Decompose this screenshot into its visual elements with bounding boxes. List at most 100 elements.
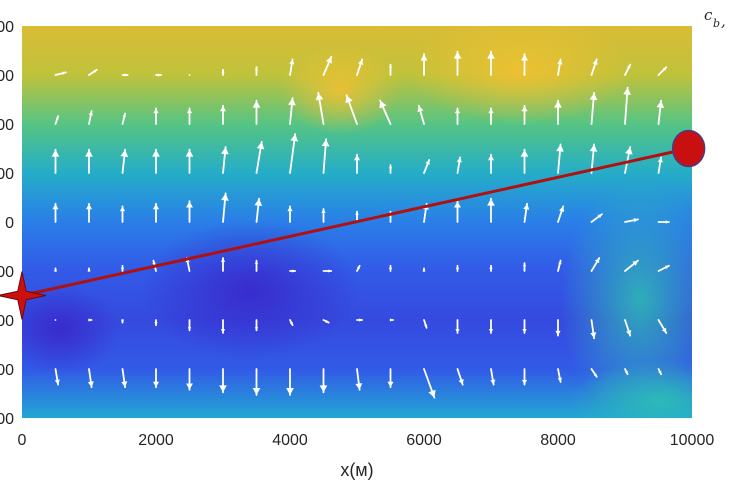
x-tick-label: 4000 xyxy=(272,432,308,449)
quiver-arrow xyxy=(356,58,364,76)
quiver-arrow xyxy=(85,148,93,174)
heatmap-lowspot xyxy=(140,220,360,360)
quiver-arrow xyxy=(590,257,601,272)
quiver-arrow xyxy=(87,267,91,272)
quiver-arrow xyxy=(54,368,60,386)
x-tick-label: 6000 xyxy=(406,432,442,449)
heatmap-field xyxy=(22,26,692,418)
colorbar-label-main: c xyxy=(704,6,713,24)
quiver-arrow xyxy=(119,205,126,223)
quiver-arrow xyxy=(590,319,597,340)
source-star-marker xyxy=(0,271,47,320)
quiver-arrow xyxy=(487,153,495,174)
quiver-arrow xyxy=(455,264,460,272)
y-tick-label: 00 xyxy=(0,264,14,281)
quiver-arrow xyxy=(388,63,393,76)
y-tick-label: 00 xyxy=(0,411,14,428)
quiver-arrow xyxy=(187,319,192,332)
quiver-arrow xyxy=(420,53,428,76)
quiver-arrow xyxy=(488,319,494,334)
quiver-arrow xyxy=(387,368,394,389)
quiver-arrow xyxy=(522,262,527,272)
colorbar-label-subscript: b xyxy=(713,17,720,30)
quiver-arrow xyxy=(321,138,330,174)
quiver-arrow xyxy=(120,319,125,324)
quiver-arrow xyxy=(557,205,565,223)
quiver-arrow xyxy=(356,318,364,322)
quiver-arrow xyxy=(624,63,632,76)
x-tick-label: 10000 xyxy=(670,432,715,449)
quiver-arrow xyxy=(154,319,158,327)
quiver-arrow xyxy=(456,368,464,386)
quiver-arrow xyxy=(521,53,528,76)
quiver-arrow xyxy=(657,368,662,376)
quiver-arrow xyxy=(523,202,530,223)
quiver-arrow xyxy=(315,91,325,125)
quiver-arrow xyxy=(487,197,495,223)
quiver-arrow xyxy=(522,319,527,334)
quiver-arrow xyxy=(624,368,629,376)
quiver-arrow xyxy=(289,319,294,327)
quiver-arrow xyxy=(353,153,361,174)
quiver-arrow xyxy=(289,133,299,174)
quiver-arrow xyxy=(355,368,363,391)
quiver-arrow xyxy=(120,264,125,272)
y-tick-label: 00 xyxy=(0,362,14,379)
quiver-arrow xyxy=(53,267,58,272)
quiver-arrow xyxy=(186,368,193,391)
quiver-arrow xyxy=(152,368,160,389)
colorbar-label: c b , xyxy=(704,6,726,30)
quiver-arrow xyxy=(657,66,668,76)
quiver-arrow xyxy=(489,264,493,272)
quiver-arrow xyxy=(624,259,639,272)
quiver-arrow xyxy=(624,319,632,337)
quiver-arrow xyxy=(417,104,425,125)
quiver-arrow xyxy=(88,110,93,125)
quiver-arrow xyxy=(254,319,259,332)
quiver-arrow xyxy=(422,267,426,272)
quiver-arrow xyxy=(555,319,561,337)
quiver-arrow xyxy=(520,148,529,174)
receiver-circle-marker xyxy=(671,129,706,168)
quiver-arrow xyxy=(453,50,462,76)
quiver-arrow xyxy=(220,257,226,272)
quiver-arrow xyxy=(589,91,598,125)
quiver-arrow xyxy=(454,200,461,223)
quiver-arrow xyxy=(255,140,265,174)
quiver-arrow xyxy=(657,264,670,272)
quiver-arrow xyxy=(521,368,528,386)
quiver-arrow xyxy=(289,58,295,76)
quiver-arrow xyxy=(379,99,392,125)
heatmap-hotspot xyxy=(280,45,400,135)
quiver-arrow xyxy=(388,264,393,272)
quiver-arrow xyxy=(219,104,227,125)
quiver-arrow xyxy=(88,318,93,322)
heatmap-hotspot xyxy=(410,26,630,125)
colorbar-label-suffix: , xyxy=(721,12,726,30)
quiver-arrow xyxy=(623,86,631,125)
quiver-arrow xyxy=(186,107,193,125)
quiver-arrow xyxy=(389,318,395,322)
quiver-arrow xyxy=(155,73,163,77)
quiver-arrow xyxy=(322,269,333,273)
quiver-arrow xyxy=(88,68,98,76)
quiver-arrow xyxy=(589,143,598,174)
quiver-arrow xyxy=(254,66,259,76)
quiver-arrow xyxy=(51,148,60,174)
quiver-arrow xyxy=(289,269,297,273)
quiver-arrow xyxy=(185,148,194,174)
quiver-arrow xyxy=(456,156,462,174)
heatmap-edge xyxy=(560,180,692,418)
quiver-arrow xyxy=(657,156,663,174)
quiver-arrow xyxy=(153,107,159,125)
quiver-arrow xyxy=(488,107,494,125)
quiver-arrow xyxy=(52,202,59,223)
x-axis-label: x(м) xyxy=(340,460,373,480)
quiver-arrow xyxy=(388,164,393,174)
quiver-arrow xyxy=(87,368,94,389)
quiver-arrow xyxy=(554,99,562,125)
quiver-arrow xyxy=(590,213,603,223)
y-tick-label: 00 xyxy=(0,19,14,36)
quiver-arrow xyxy=(423,368,436,399)
quiver-arrow xyxy=(322,55,333,76)
